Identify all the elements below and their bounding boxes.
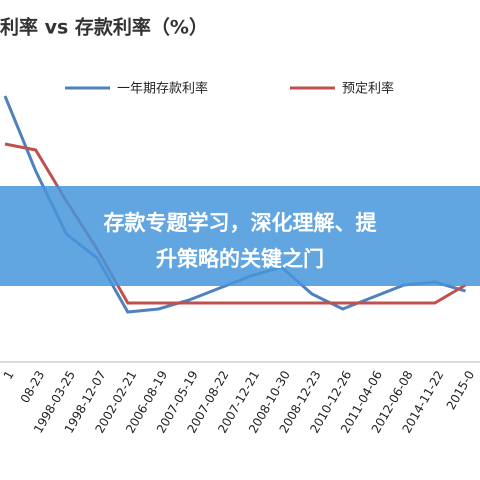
chart-title: 利率 vs 存款利率（%）: [0, 16, 208, 39]
legend-label: 预定利率: [342, 81, 394, 97]
x-tick-label: 08-23: [18, 368, 48, 405]
banner-text: 升策略的关键之门: [156, 247, 324, 271]
banner: [0, 186, 480, 286]
banner-text: 存款专题学习，深化理解、提: [104, 211, 378, 235]
x-tick-label: 1: [1, 368, 17, 382]
x-tick-label: 2015-0: [444, 368, 477, 412]
legend-label: 一年期存款利率: [117, 81, 208, 97]
